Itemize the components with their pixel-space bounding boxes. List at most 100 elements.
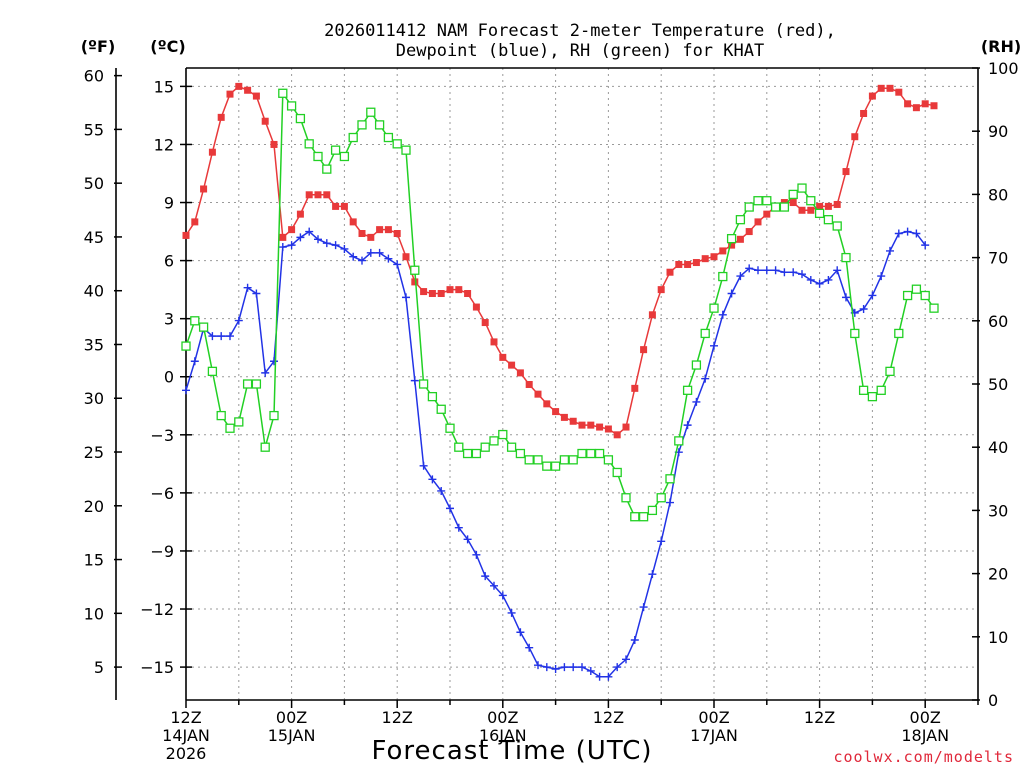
dewpoint-point [454,523,463,532]
temperature-point [244,86,252,94]
temperature-point [912,104,920,112]
rh-point [603,455,614,465]
dewpoint-point [560,663,569,672]
dewpoint-point [261,368,270,377]
rh-point [814,208,825,219]
x-tick-label: 00Z [698,708,729,727]
temperature-point [921,100,929,108]
rh-tick-label: 0 [988,691,998,710]
c-tick-label: 3 [164,310,174,329]
dewpoint-point [217,332,226,341]
dewpoint-point [622,655,630,664]
temperature-point [569,417,577,425]
dewpoint-point [551,665,560,674]
temperature-point [226,90,234,98]
f-tick-label: 10 [84,604,104,623]
temperature-point [323,191,331,199]
dewpoint-point [754,266,762,275]
dewpoint-point [534,661,542,670]
dewpoint-point [727,289,736,298]
series-temperature [182,82,938,439]
rh-point [753,196,763,206]
rh-point [876,385,886,395]
dewpoint-point [243,283,252,292]
temperature-point [252,92,260,100]
dewpoint-point [481,572,490,581]
temperature-point [305,191,313,199]
rh-point [929,303,939,313]
x-tick-label: 14JAN [162,726,210,745]
rh-point [665,474,675,484]
rh-point [858,385,869,395]
f-tick-label: 35 [84,335,104,354]
x-tick-label: 12Z [382,708,413,727]
rh-point [322,164,332,174]
dewpoint-point [833,266,842,275]
dewpoint-point [771,266,780,275]
c-tick-label: 9 [164,194,174,213]
temperature-point [886,84,894,92]
rh-point [392,139,402,149]
dewpoint-point [903,227,912,236]
dewpoint-point [657,537,666,546]
rh-point [304,139,314,149]
temperature-point [349,218,357,226]
rh-point [586,448,596,459]
dewpoint-point [190,357,199,366]
temperature-point [376,226,384,234]
dewpoint-point [322,239,331,248]
x-axis-title: Forecast Time (UTC) [371,736,652,766]
dewpoint-point [472,550,481,559]
rh-point [682,385,693,395]
dewpoint-point [314,235,322,244]
c-tick-label: −15 [140,658,174,677]
rh-point [181,341,191,351]
dewpoint-point [305,227,314,236]
dewpoint-point [393,260,402,269]
c-tick-label: −9 [150,542,174,561]
rh-point [718,271,728,282]
x-tick-label: 17JAN [690,726,738,745]
rh-point [286,101,297,111]
rh-point [330,145,341,155]
temperature-point [816,202,824,210]
temperature-point [754,218,762,226]
temperature-point [666,268,674,276]
rh-point [542,461,552,471]
dewpoint-point [428,475,437,484]
temperature-point [710,253,718,261]
temperature-point [763,210,771,218]
dewpoint-point [718,310,727,319]
dewpoint-point [375,248,384,257]
dewpoint-point [525,643,534,652]
dewpoint-point [806,275,815,284]
rh-point [295,113,306,124]
temperature-point [437,290,445,298]
rh-tick-label: 20 [988,565,1008,584]
dewpoint-point [692,397,701,406]
rh-tick-label: 100 [988,59,1019,78]
rh-point [348,132,358,143]
temperature-point [508,361,516,369]
x-tick-label: 00Z [276,708,307,727]
rh-point [207,366,218,377]
rh-point [366,107,376,117]
dewpoint-point [868,291,877,300]
f-tick-label: 45 [84,228,104,247]
rh-line [185,91,935,518]
temperature-point [613,431,621,439]
rh-point [436,404,446,414]
dewpoint-point [745,264,754,273]
rh-point [216,410,226,421]
c-tick-label: −3 [150,426,174,445]
rh-tick-label: 40 [988,438,1008,457]
rh-point [770,202,781,212]
rh-point [234,417,244,427]
dewpoint-point [569,663,578,672]
temperature-point [208,148,216,156]
rh-point [920,290,930,301]
dewpoint-point [666,498,674,507]
tick-labels: 6055504540353025201510515129630−3−6−9−12… [84,59,1019,763]
fahrenheit-unit-label: (ºF) [81,37,116,56]
c-tick-label: 15 [154,77,174,96]
